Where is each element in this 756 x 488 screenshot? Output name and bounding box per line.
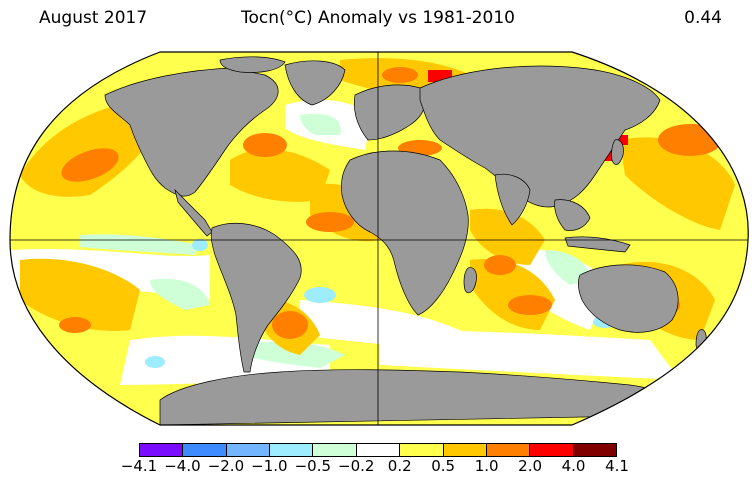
land-india (494, 173, 531, 226)
legend-swatch (226, 444, 271, 456)
legend-label: 0.5 (431, 457, 456, 475)
legend-label: −0.5 (294, 457, 332, 475)
anomaly-region-orange-north-pacific (61, 148, 119, 182)
legend-label: 1.0 (474, 457, 499, 475)
anomaly-region-gold-north-atlantic (230, 149, 330, 202)
land-masses (104, 56, 707, 425)
anomaly-region-green-3 (240, 341, 345, 368)
legend-label: −0.2 (338, 457, 375, 475)
legend-label: 2.0 (518, 457, 543, 475)
anomaly-region-orange-indian (484, 255, 516, 275)
land-arctic-islands (219, 56, 286, 73)
anomaly-region-blue-east-pacific (192, 239, 208, 251)
globe-outline (9, 51, 749, 426)
legend-swatch (530, 444, 574, 456)
anomaly-region-gold-west-pacific (620, 137, 735, 230)
anomaly-region-orange-south-atlantic (272, 311, 308, 339)
anomaly-region-red-okhotsk (618, 135, 628, 145)
anomaly-region-orange-south-pacific (59, 317, 91, 333)
anomaly-region-orange-indian-south (508, 295, 552, 315)
anomaly-region-green-4 (545, 250, 590, 285)
anomaly-region-southern-white (380, 330, 680, 380)
anomaly-region-gold-south-pacific (20, 258, 140, 331)
legend-swatch (573, 444, 616, 456)
anomaly-region-green-5 (300, 113, 341, 135)
land-greenland (284, 60, 346, 106)
anomaly-region-orange-west-pacific (658, 124, 722, 156)
land-australia (577, 264, 679, 333)
anomaly-region-orange-arctic (382, 67, 418, 83)
legend-swatch (183, 444, 227, 456)
legend-label: 4.0 (561, 457, 586, 475)
land-asia (419, 65, 661, 208)
anomaly-region-green-2 (150, 278, 210, 310)
land-madagascar (463, 267, 477, 294)
legend-label: 4.1 (605, 457, 629, 475)
legend-swatch (400, 444, 444, 456)
anomaly-region-blue-south-atlantic (304, 287, 336, 303)
map-date: August 2017 (39, 8, 148, 28)
land-africa (341, 150, 469, 316)
anomaly-region-orange-north-atlantic (243, 133, 287, 157)
legend-label: −4.1 (120, 457, 158, 475)
anomaly-region-gold-indian (470, 208, 545, 265)
land-europe (354, 84, 426, 141)
land-central-america (174, 188, 213, 237)
global-anomaly-value: 0.44 (684, 8, 722, 28)
land-japan (611, 139, 624, 165)
legend-label: 0.2 (387, 457, 412, 475)
legend-label: −1.0 (251, 457, 288, 475)
legend-swatch (443, 444, 487, 456)
map-title: Tocn(°C) Anomaly vs 1981-2010 (240, 8, 515, 28)
legend-swatch (486, 444, 531, 456)
legend-label: −2.0 (207, 457, 245, 475)
map-content (10, 52, 749, 425)
anomaly-map (9, 51, 749, 426)
legend-swatch (313, 444, 357, 456)
anomaly-region-orange-tropical-atlantic (306, 212, 354, 232)
legend-label: −4.0 (164, 457, 201, 475)
land-south-america (210, 222, 302, 373)
legend-swatch (140, 444, 184, 456)
legend-swatch (270, 444, 314, 456)
legend-swatch (356, 444, 401, 456)
land-southeast-asia (554, 199, 591, 231)
anomaly-region-green-1 (80, 234, 200, 255)
anomaly-region-blue-south-pacific (145, 356, 165, 368)
anomaly-region-gold-north-pacific (20, 100, 160, 197)
land-indonesia (564, 236, 631, 253)
color-legend (139, 443, 617, 457)
